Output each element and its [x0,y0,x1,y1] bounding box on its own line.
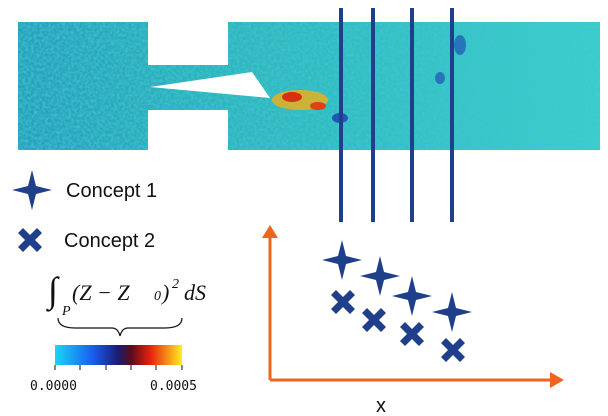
formula-power: 2 [172,277,179,292]
legend-cross [18,228,42,252]
simulation-domain [18,22,600,150]
figure: Concept 1 Concept 2 ∫ P (Z − Z 0 ) 2 dS … [0,0,608,416]
x-axis-label: x [376,395,386,416]
integral: ∫ [46,270,60,312]
colorbar-ticks [55,365,182,370]
legend-label: Concept 1 [66,180,157,202]
legend-star [12,170,52,210]
formula-sub: P [61,304,71,319]
colorbar [55,345,182,365]
colorbar-label: 0.0005 [150,379,197,394]
colorbar-label: 0.0000 [30,379,77,394]
formula-close: ) [160,280,169,305]
formula-index: 0 [154,289,161,304]
legend-label: Concept 2 [64,230,155,252]
formula-diff: dS [184,280,206,305]
formula-integrand: (Z − Z [72,280,130,305]
markers [322,240,472,362]
formula: ∫ P (Z − Z 0 ) 2 dS [46,270,206,336]
